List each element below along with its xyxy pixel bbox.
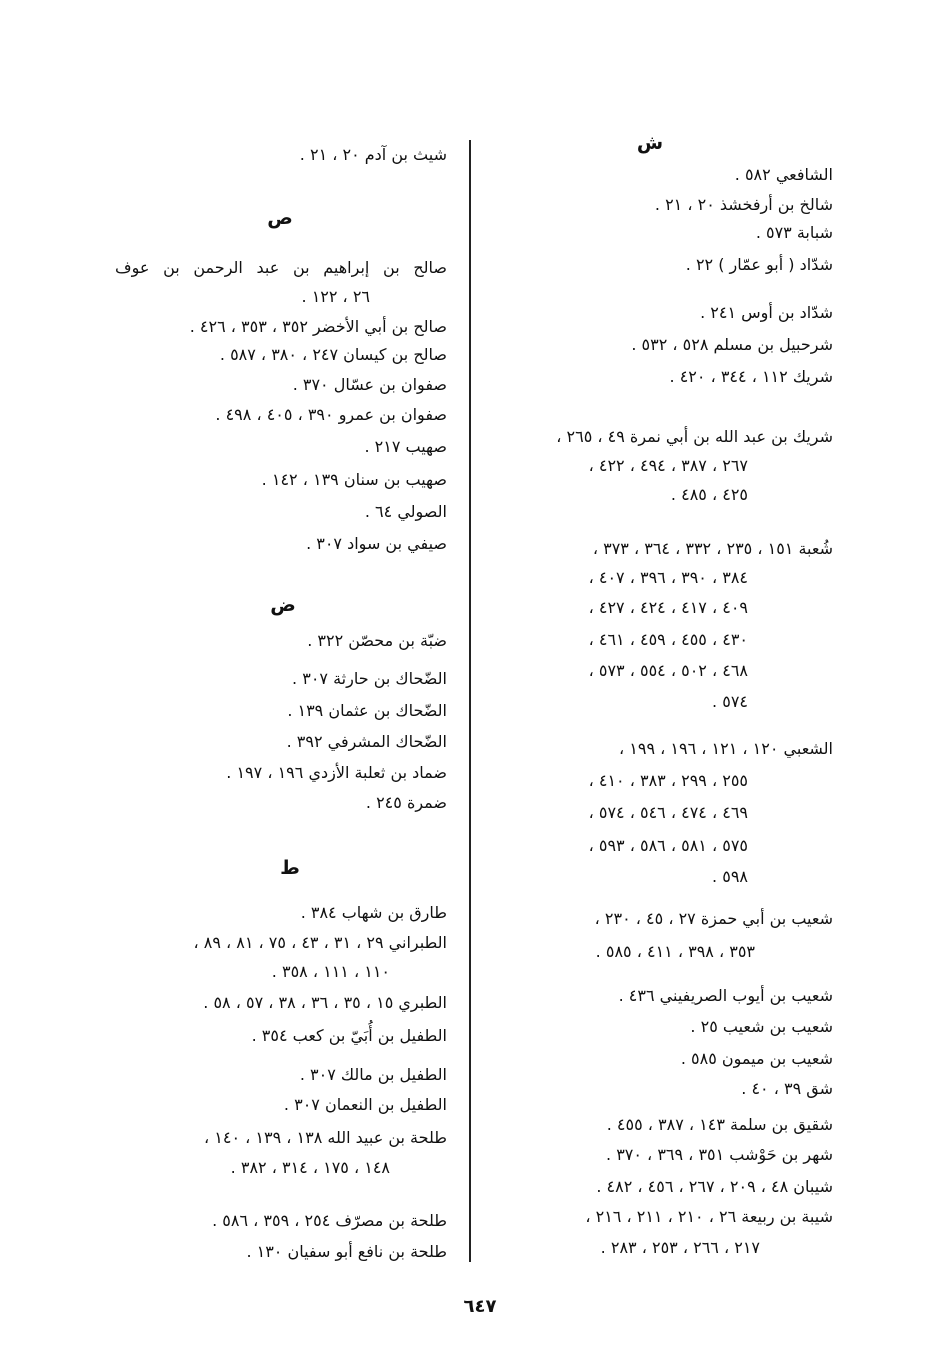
index-entry-continuation: ٤٣٠ ، ٤٥٥ ، ٤٥٩ ، ٤٦١ ،: [588, 630, 748, 649]
letter-heading: ط: [280, 857, 300, 879]
index-entry: شيث بن آدم ٢٠ ، ٢١ .: [299, 145, 447, 164]
column-divider: [469, 140, 471, 1262]
index-entry-continuation: ٢٥٥ ، ٢٩٩ ، ٣٨٣ ، ٤١٠ ،: [588, 771, 748, 790]
index-entry: شعيب بن أيوب الصريفيني ٤٣٦ .: [618, 986, 833, 1005]
index-entry-continuation: ٢٦٧ ، ٣٨٧ ، ٤٩٤ ، ٤٢٢ ،: [588, 456, 748, 475]
index-entry: شدّاد بن أوس ٢٤١ .: [700, 303, 833, 322]
index-entry-continuation: ١١٠ ، ١١١ ، ٣٥٨ .: [271, 962, 390, 981]
index-entry-continuation: ٤٠٩ ، ٤١٧ ، ٤٢٤ ، ٤٢٧ ،: [588, 598, 748, 617]
index-entry-continuation: ١٤٨ ، ١٧٥ ، ٣١٤ ، ٣٨٢ .: [230, 1158, 390, 1177]
index-entry: شيبة بن ربيعة ٢٦ ، ٢١٠ ، ٢١١ ، ٢١٦ ،: [585, 1207, 833, 1226]
index-entry: شرحبيل بن مسلم ٥٢٨ ، ٥٣٢ .: [631, 335, 833, 354]
index-entry: الشافعي ٥٨٢ .: [734, 165, 833, 184]
index-entry: صهيب بن سنان ١٣٩ ، ١٤٢ .: [261, 470, 447, 489]
index-entry: صفوان بن عمرو ٣٩٠ ، ٤٠٥ ، ٤٩٨ .: [215, 405, 447, 424]
index-entry: شبابة ٥٧٣ .: [755, 223, 833, 242]
index-entry: الضّحاك بن حارثة ٣٠٧ .: [292, 669, 447, 688]
index-entry: شريك ١١٢ ، ٣٤٤ ، ٤٢٠ .: [669, 367, 833, 386]
index-entry: الطبري ١٥ ، ٣٥ ، ٣٦ ، ٣٨ ، ٥٧ ، ٥٨ .: [203, 993, 447, 1012]
index-entry: طلحة بن مصرّف ٢٥٤ ، ٣٥٩ ، ٥٨٦ .: [212, 1211, 447, 1230]
index-entry: صيفي بن سواد ٣٠٧ .: [306, 534, 447, 553]
letter-heading: ض: [270, 594, 296, 616]
index-entry: الشعبي ١٢٠ ، ١٢١ ، ١٩٦ ، ١٩٩ ،: [619, 739, 833, 758]
index-entry-continuation: ٤٦٨ ، ٥٠٢ ، ٥٥٤ ، ٥٧٣ ،: [588, 661, 748, 680]
index-entry: شريك بن عبد الله بن أبي نمرة ٤٩ ، ٢٦٥ ،: [556, 427, 833, 446]
index-entry: طارق بن شهاب ٣٨٤ .: [300, 903, 447, 922]
index-entry: شقيق بن سلمة ١٤٣ ، ٣٨٧ ، ٤٥٥ .: [606, 1115, 833, 1134]
index-entry: صالح بن إبراهيم بن عبد الرحمن بن عوف: [115, 258, 447, 277]
index-entry: شعيب بن شعيب ٢٥ .: [690, 1017, 833, 1036]
index-entry-continuation: ٣٨٤ ، ٣٩٠ ، ٣٩٦ ، ٤٠٧ ،: [588, 568, 748, 587]
index-entry: الطفيل بن مالك ٣٠٧ .: [299, 1065, 447, 1084]
index-entry: صالح بن كيسان ٢٤٧ ، ٣٨٠ ، ٥٨٧ .: [219, 345, 447, 364]
index-entry: صهيب ٢١٧ .: [364, 437, 447, 456]
index-entry-continuation: ٥٧٤ .: [712, 692, 748, 711]
index-entry: شعيب بن أبي حمزة ٢٧ ، ٤٥ ، ٢٣٠ ،: [594, 909, 833, 928]
index-entry-continuation: ٤٦٩ ، ٤٧٤ ، ٥٤٦ ، ٥٧٤ ،: [588, 803, 748, 822]
index-entry: الضّحاك بن عثمان ١٣٩ .: [287, 701, 447, 720]
index-entry-continuation: ٣٥٣ ، ٣٩٨ ، ٤١١ ، ٥٨٥ .: [595, 942, 755, 961]
index-entry: ضمرة ٢٤٥ .: [365, 793, 447, 812]
index-entry: شيبان ٤٨ ، ٢٠٩ ، ٢٦٧ ، ٤٥٦ ، ٤٨٢ .: [596, 1177, 833, 1196]
index-entry: ضبّة بن محصّن ٣٢٢ .: [307, 631, 447, 650]
index-entry-continuation: ٤٢٥ ، ٤٨٥ .: [670, 485, 748, 504]
index-entry: شعيب بن ميمون ٥٨٥ .: [680, 1049, 833, 1068]
index-entry-continuation: ٢٦ ، ١٢٢ .: [301, 287, 370, 306]
index-entry: طلحة بن عبيد الله ١٣٨ ، ١٣٩ ، ١٤٠ ،: [204, 1128, 447, 1147]
index-entry: صالح بن أبي الأخضر ٣٥٢ ، ٣٥٣ ، ٤٢٦ .: [189, 317, 447, 336]
index-entry: الطفيل بن أُبَيّ بن كعب ٣٥٤ .: [251, 1026, 447, 1045]
index-entry: شق ٣٩ ، ٤٠ .: [741, 1079, 833, 1098]
letter-heading: ش: [636, 132, 664, 154]
index-entry: الطفيل بن النعمان ٣٠٧ .: [283, 1095, 447, 1114]
index-entry: شدّاد ( أبو عمّار ) ٢٢ .: [685, 255, 833, 274]
index-entry: شالخ بن أرفخشذ ٢٠ ، ٢١ .: [654, 195, 833, 214]
index-entry: طلحة بن نافع أبو سفيان ١٣٠ .: [246, 1242, 447, 1261]
index-entry: الضّحاك المشرفي ٣٩٢ .: [286, 732, 447, 751]
index-entry: صفوان بن عسّال ٣٧٠ .: [292, 375, 447, 394]
index-entry: الصولي ٦٤ .: [364, 502, 447, 521]
page-number: ٦٤٧: [463, 1296, 497, 1317]
index-entry-continuation: ٥٩٨ .: [712, 867, 748, 886]
index-entry: ضماد بن ثعلبة الأزدي ١٩٦ ، ١٩٧ .: [226, 763, 447, 782]
index-entry: شهر بن حَوْشب ٣٥١ ، ٣٦٩ ، ٣٧٠ .: [606, 1145, 833, 1164]
index-entry: الطبراني ٢٩ ، ٣١ ، ٤٣ ، ٧٥ ، ٨١ ، ٨٩ ،: [193, 933, 447, 952]
index-entry: شُعبة ١٥١ ، ٢٣٥ ، ٣٣٢ ، ٣٦٤ ، ٣٧٣ ،: [592, 539, 833, 558]
index-entry-continuation: ٢١٧ ، ٢٦٦ ، ٢٥٣ ، ٢٨٣ .: [600, 1238, 760, 1257]
letter-heading: ص: [267, 207, 293, 229]
index-entry-continuation: ٥٧٥ ، ٥٨١ ، ٥٨٦ ، ٥٩٣ ،: [588, 836, 748, 855]
